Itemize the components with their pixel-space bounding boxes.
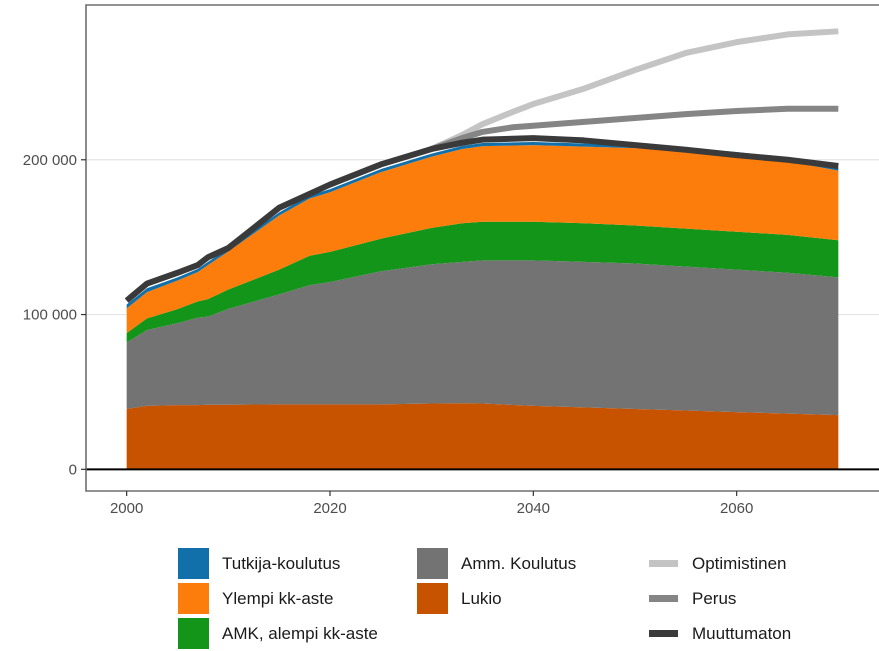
legend-item-tutkija: Tutkija-koulutus	[178, 546, 378, 581]
legend-swatch-optimistinen	[648, 548, 679, 579]
x-tick-label-2: 2040	[517, 500, 550, 517]
legend-item-amm: Amm. Koulutus	[417, 546, 576, 581]
chart-area: 0 100 000 200 000 2000 2020 2040 2060	[23, 4, 879, 517]
legend-label-ylempi: Ylempi kk-aste	[222, 588, 334, 608]
legend-column-2: Amm. Koulutus Lukio	[417, 546, 576, 616]
legend-column-3: Optimistinen Perus Muuttumaton	[648, 546, 791, 651]
legend-item-ylempi: Ylempi kk-aste	[178, 581, 378, 616]
x-tick-label-0: 2000	[110, 500, 143, 517]
line-muuttumaton	[124, 135, 839, 303]
area-amk-alempi-kk-aste	[126, 221, 839, 343]
legend-item-lukio: Lukio	[417, 581, 576, 616]
area-amm-koulutus	[126, 260, 839, 416]
legend-item-amk: AMK, alempi kk-aste	[178, 616, 378, 651]
legend-label-lukio: Lukio	[461, 588, 502, 608]
line-optimistinen	[430, 28, 839, 152]
x-tick-label-3: 2060	[720, 500, 753, 517]
area-lukio	[126, 403, 839, 470]
x-tick-label-1: 2020	[313, 500, 346, 517]
legend-label-muuttumaton: Muuttumaton	[692, 623, 792, 643]
y-tick-label-0: 0	[69, 461, 77, 478]
legend-swatch-muuttumaton	[648, 618, 679, 649]
legend-label-tutkija: Tutkija-koulutus	[222, 553, 341, 573]
legend-label-amm: Amm. Koulutus	[461, 553, 577, 573]
y-tick-label-1: 100 000	[23, 307, 77, 324]
legend-swatch-amk	[178, 618, 209, 649]
legend-label-perus: Perus	[692, 588, 737, 608]
line-perus	[430, 105, 839, 152]
legend-swatch-lukio	[417, 583, 448, 614]
legend-swatch-perus	[648, 583, 679, 614]
legend-column-1: Tutkija-koulutus Ylempi kk-aste AMK, ale…	[178, 546, 378, 651]
legend-swatch-ylempi	[178, 583, 209, 614]
legend-item-optimistinen: Optimistinen	[648, 546, 791, 581]
y-tick-label-2: 200 000	[23, 152, 77, 169]
legend-swatch-tutkija	[178, 548, 209, 579]
legend-item-perus: Perus	[648, 581, 791, 616]
legend-item-muuttumaton: Muuttumaton	[648, 616, 791, 651]
area-ylempi-kk-aste	[126, 145, 839, 334]
legend: Tutkija-koulutus Ylempi kk-aste AMK, ale…	[0, 538, 879, 649]
legend-label-optimistinen: Optimistinen	[692, 553, 787, 573]
panel-border	[85, 4, 879, 492]
legend-label-amk: AMK, alempi kk-aste	[222, 623, 378, 643]
legend-swatch-amm	[417, 548, 448, 579]
